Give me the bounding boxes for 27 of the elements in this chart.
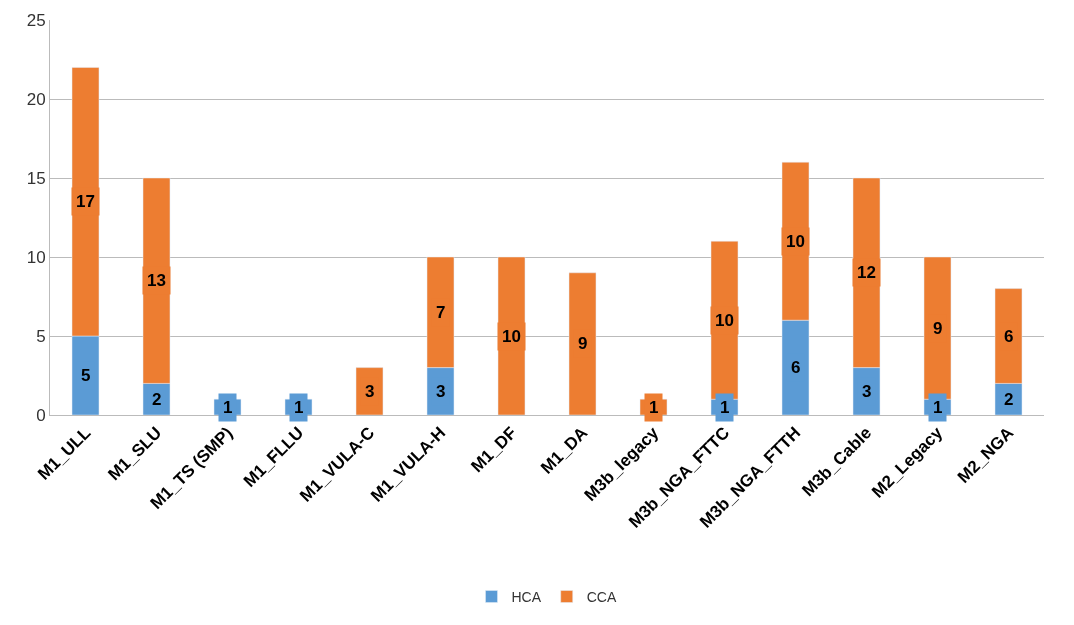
y-tick-label: 25 [26,10,46,30]
data-label: 3 [365,382,375,401]
data-label: 10 [502,327,521,346]
data-label: 9 [578,334,588,353]
y-tick-label: 15 [26,168,46,188]
data-label: 2 [1004,390,1014,409]
data-label: 3 [862,382,872,401]
data-label: 7 [436,303,446,322]
data-label: 3 [436,382,446,401]
data-label: 10 [715,311,734,330]
y-tick-label: 20 [26,89,46,109]
y-tick-label: 5 [36,326,46,346]
bar [497,256,526,415]
data-label: 2 [152,390,162,409]
data-label: 6 [791,358,801,377]
data-label: 5 [81,366,91,385]
legend-label: CCA [586,588,617,605]
data-label: 10 [786,232,805,251]
data-label: 12 [857,263,876,282]
data-label: 9 [933,319,943,338]
y-tick-label: 0 [36,405,46,425]
bar [568,272,597,415]
data-label: 17 [76,192,95,211]
legend-label: HCA [511,588,542,605]
data-label: 6 [1004,327,1014,346]
data-label: 13 [147,271,166,290]
y-tick-label: 10 [26,247,46,267]
